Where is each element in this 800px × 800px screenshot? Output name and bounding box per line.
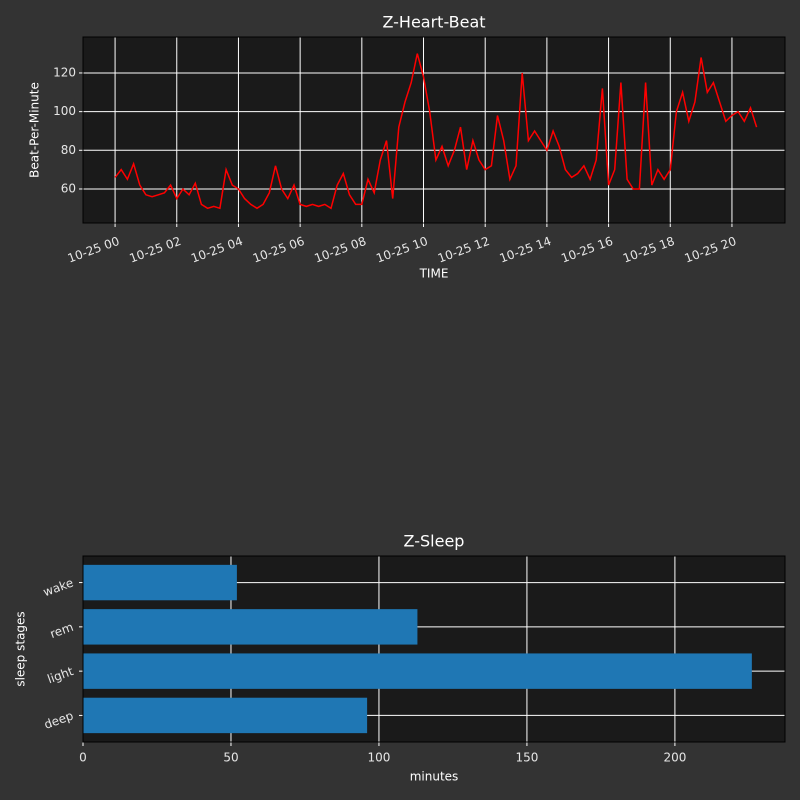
bar	[83, 564, 237, 601]
x-tick-label: 150	[515, 751, 538, 765]
bar	[83, 653, 752, 689]
x-tick-label: 0	[79, 751, 87, 765]
y-tick-label: 60	[61, 181, 76, 195]
x-axis-label: TIME	[419, 267, 449, 281]
y-tick-label: 120	[53, 65, 76, 79]
chart-title: Z-Heart-Beat	[382, 13, 485, 32]
bar	[83, 609, 418, 645]
x-tick-label: 100	[367, 751, 390, 765]
plot-area	[83, 37, 785, 223]
y-axis-label: Beat-Per-Minute	[28, 82, 42, 178]
y-tick-label: 80	[61, 143, 76, 157]
plot-border	[82, 36, 786, 224]
x-tick-label: 50	[223, 751, 238, 765]
bar	[83, 697, 368, 734]
plot-border	[82, 555, 786, 743]
y-tick-label: 100	[53, 104, 76, 118]
heart-rate-line	[114, 53, 758, 210]
x-axis-label: minutes	[410, 770, 459, 784]
y-axis-label: sleep stages	[14, 611, 28, 686]
x-tick-label: 200	[663, 751, 686, 765]
chart-title: Z-Sleep	[404, 532, 465, 551]
